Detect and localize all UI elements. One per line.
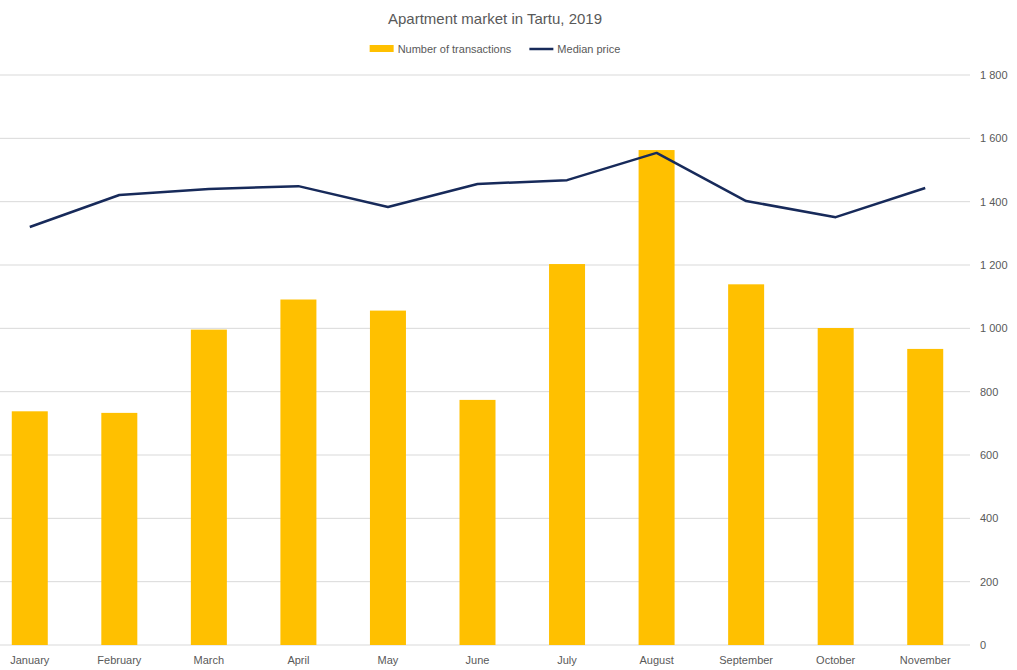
y-tick-label: 1 800	[980, 69, 1008, 81]
x-tick-label: October	[816, 654, 855, 666]
bar	[101, 413, 137, 645]
y-tick-label: 600	[980, 449, 998, 461]
x-tick-label: January	[10, 654, 50, 666]
bar	[280, 300, 316, 645]
y-tick-label: 1 600	[980, 132, 1008, 144]
y-tick-label: 0	[980, 639, 986, 651]
grid-line	[0, 138, 970, 139]
x-tick-label: February	[97, 654, 142, 666]
chart: 0 200 400 600 800 1 000 1 200 1 400 1 600 1 800 Ja…	[0, 0, 1017, 670]
x-tick-label: March	[194, 654, 225, 666]
legend-swatch	[370, 45, 394, 52]
y-tick-label: 1 200	[980, 259, 1008, 271]
y-tick-label: 1 000	[980, 322, 1008, 334]
bar	[12, 411, 48, 645]
legend-swatch	[529, 48, 553, 51]
grid	[0, 75, 970, 645]
bar	[191, 330, 227, 645]
x-tick-label: August	[639, 654, 673, 666]
bar	[460, 400, 496, 645]
x-tick-label: September	[719, 654, 773, 666]
x-tick-label: May	[378, 654, 399, 666]
page: {"chart_data": { "type": "bar", "title":…	[0, 0, 1017, 670]
grid-line	[0, 201, 970, 202]
legend-label: Number of transactions	[398, 43, 512, 55]
y-tick-label: 1 400	[980, 196, 1008, 208]
bar	[818, 328, 854, 645]
bar	[907, 349, 943, 645]
bar	[728, 284, 764, 645]
grid-line	[0, 265, 970, 266]
legend-label: Median price	[557, 43, 620, 55]
x-tick-label: June	[466, 654, 490, 666]
x-tick-label: July	[557, 654, 577, 666]
y-tick-label: 400	[980, 512, 998, 524]
title: Apartment market in Tartu, 2019	[388, 10, 602, 27]
legend: Number of transactions Median price	[370, 43, 621, 55]
x-tick-label: April	[287, 654, 309, 666]
marks	[12, 150, 943, 645]
x-tick-label: November	[900, 654, 951, 666]
y-tick-label: 800	[980, 386, 998, 398]
bar	[549, 264, 585, 645]
grid-line	[0, 75, 970, 76]
bar	[370, 311, 406, 645]
bar	[639, 150, 675, 645]
line	[30, 153, 925, 227]
y-tick-label: 200	[980, 576, 998, 588]
